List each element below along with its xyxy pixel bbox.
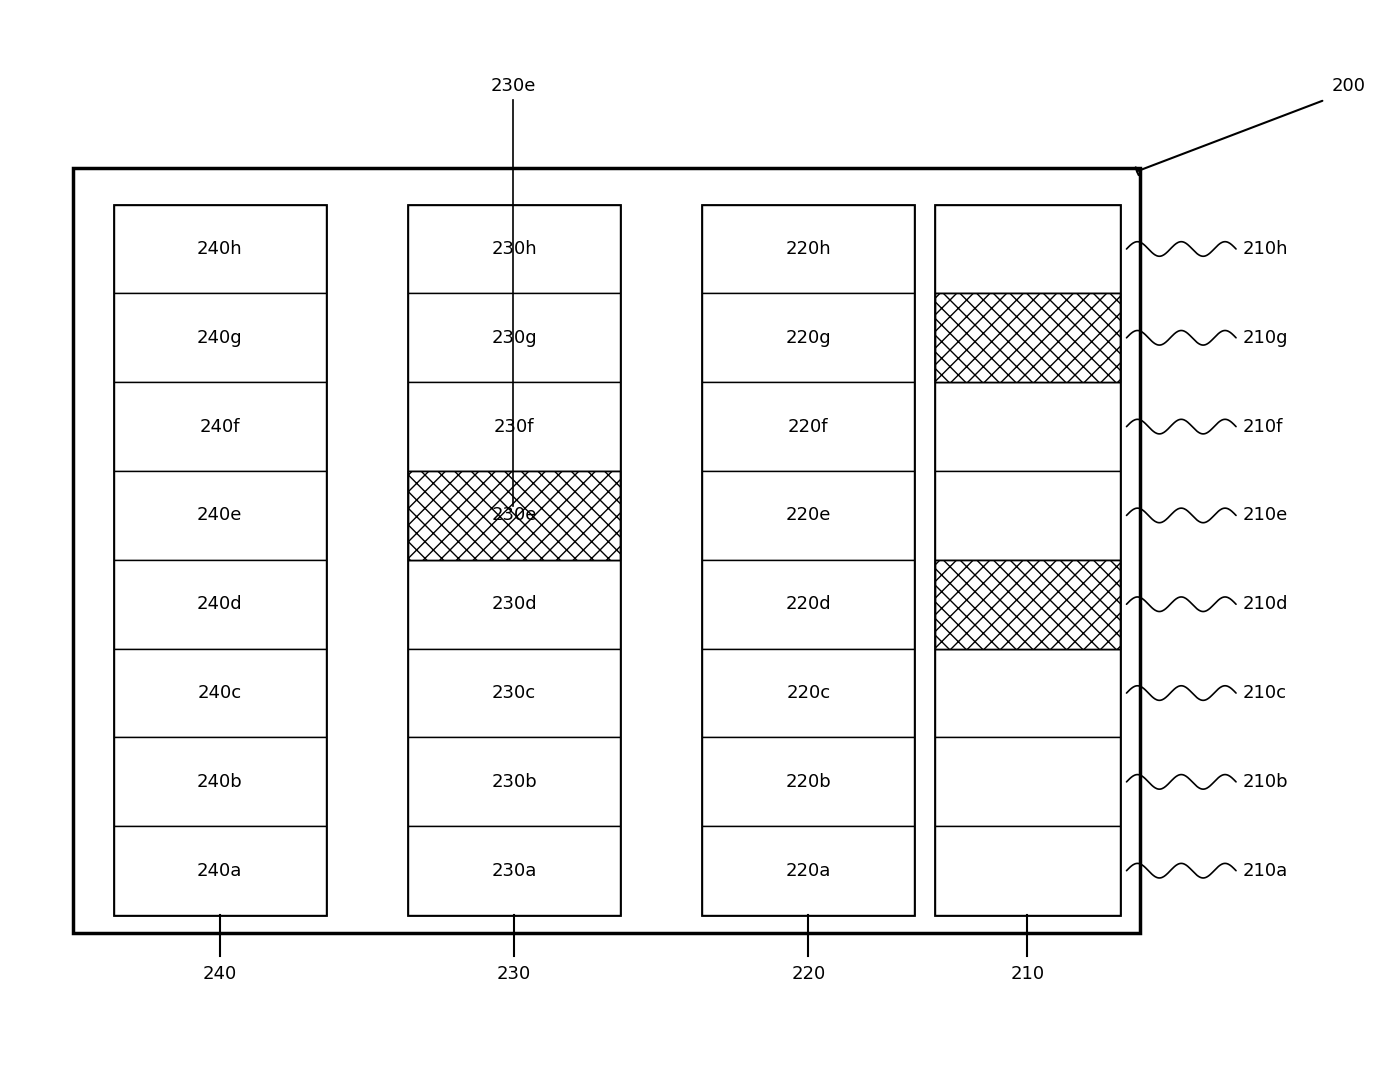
Text: 230e: 230e	[491, 78, 536, 95]
Text: 200: 200	[1332, 78, 1365, 95]
Bar	[702, 204, 914, 915]
Bar	[935, 293, 1120, 382]
Text: 210c: 210c	[1242, 684, 1287, 702]
Text: 230e: 230e	[491, 507, 536, 524]
Text: 240c: 240c	[197, 684, 241, 702]
Bar	[408, 737, 621, 826]
Bar	[935, 382, 1120, 471]
Bar	[935, 560, 1120, 649]
Bar	[408, 471, 621, 560]
Bar	[702, 737, 914, 826]
Text: 230d: 230d	[491, 595, 536, 613]
Text: 220e: 220e	[786, 507, 832, 524]
Text: 240d: 240d	[197, 595, 243, 613]
Bar	[702, 560, 914, 649]
Text: 240h: 240h	[197, 240, 243, 258]
Bar	[113, 560, 325, 649]
Text: 240e: 240e	[197, 507, 243, 524]
Bar	[935, 826, 1120, 915]
Bar	[408, 826, 621, 915]
Bar	[113, 293, 325, 382]
Text: 210e: 210e	[1242, 507, 1288, 524]
Text: 230b: 230b	[491, 773, 536, 791]
Bar	[935, 293, 1120, 382]
Bar	[408, 204, 621, 293]
Bar	[935, 471, 1120, 560]
Bar	[935, 560, 1120, 649]
Text: 210h: 210h	[1242, 240, 1288, 258]
Text: 220h: 220h	[786, 240, 832, 258]
Text: 220c: 220c	[786, 684, 830, 702]
Bar	[113, 382, 325, 471]
Bar	[702, 471, 914, 560]
Bar	[113, 826, 325, 915]
Bar	[113, 649, 325, 737]
Bar	[935, 737, 1120, 826]
Text: 240f: 240f	[200, 417, 240, 436]
Text: 220d: 220d	[786, 595, 832, 613]
Text: 210f: 210f	[1242, 417, 1284, 436]
Bar	[702, 826, 914, 915]
Bar	[113, 471, 325, 560]
Bar	[408, 471, 621, 560]
Text: 240: 240	[203, 965, 237, 983]
Text: 210d: 210d	[1242, 595, 1288, 613]
Text: 230: 230	[496, 965, 531, 983]
Text: 220g: 220g	[786, 329, 832, 347]
Bar	[702, 204, 914, 293]
Text: 240g: 240g	[197, 329, 243, 347]
Bar	[408, 560, 621, 649]
Bar	[935, 293, 1120, 382]
Bar	[408, 293, 621, 382]
Bar	[702, 382, 914, 471]
Text: 230a: 230a	[491, 862, 536, 880]
Bar	[408, 471, 621, 560]
Bar	[935, 204, 1120, 293]
Bar	[408, 382, 621, 471]
Text: 220b: 220b	[786, 773, 832, 791]
Text: 220: 220	[792, 965, 826, 983]
Text: 210g: 210g	[1242, 329, 1288, 347]
Text: 230c: 230c	[492, 684, 536, 702]
Bar	[935, 560, 1120, 649]
Bar	[408, 204, 621, 915]
Text: 230h: 230h	[491, 240, 536, 258]
Text: 210b: 210b	[1242, 773, 1288, 791]
Bar	[702, 293, 914, 382]
Text: 240b: 240b	[197, 773, 243, 791]
Text: 210: 210	[1011, 965, 1044, 983]
Bar	[702, 649, 914, 737]
Text: 220a: 220a	[786, 862, 832, 880]
Bar	[113, 204, 325, 915]
Bar	[113, 737, 325, 826]
Text: 230f: 230f	[494, 417, 534, 436]
Text: 230g: 230g	[491, 329, 536, 347]
Text: 210a: 210a	[1242, 862, 1288, 880]
Text: 240a: 240a	[197, 862, 243, 880]
Bar	[408, 649, 621, 737]
Bar	[113, 204, 325, 293]
Bar	[73, 168, 1140, 933]
Bar	[935, 204, 1120, 915]
Bar	[935, 649, 1120, 737]
Text: 220f: 220f	[787, 417, 829, 436]
